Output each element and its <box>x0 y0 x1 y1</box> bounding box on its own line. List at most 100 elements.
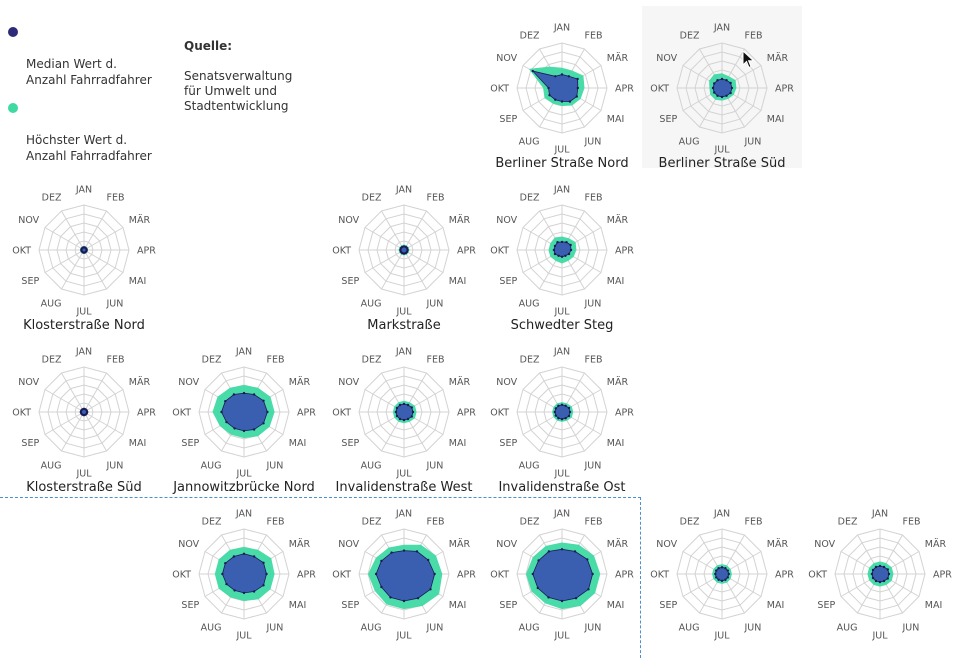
radar-axis-label: MÄR <box>925 539 947 550</box>
radar-spoke <box>83 411 107 452</box>
radar-axis-label: FEB <box>427 193 445 204</box>
radar-axis-label: FEB <box>745 517 763 528</box>
radar-axis-label: AUG <box>837 622 858 633</box>
radar-spoke <box>61 210 85 251</box>
radar-axis-label: APR <box>297 408 316 419</box>
median-point <box>886 577 889 580</box>
radar-axis-label: JAN <box>713 23 730 34</box>
radar-spoke <box>381 210 405 251</box>
radar-axis-label: AUG <box>361 622 382 633</box>
radar-axis-label: SEP <box>499 276 517 287</box>
radar-chart[interactable]: JAN FEB MÄR APR MAI JUN JUL AUG SEP OKT NOV DEZ Klos… <box>4 168 164 334</box>
radar-axis-label: MÄR <box>607 539 629 550</box>
radar-axis-label: OKT <box>12 246 31 257</box>
radar-axis-label: APR <box>457 570 476 581</box>
radar-chart-title: Invalidenstraße West <box>335 480 473 495</box>
median-point <box>882 565 886 569</box>
median-point <box>81 246 84 249</box>
radar-spoke <box>403 249 444 273</box>
median-point <box>224 400 227 403</box>
median-point <box>252 590 256 593</box>
radar-axis-label: MAI <box>767 114 785 125</box>
median-point <box>557 254 560 257</box>
median-point <box>887 572 891 576</box>
radar-chart[interactable]: JAN FEB MÄR APR MAI JUN JUL AUG SEP OKT NOV DEZ Jann… <box>164 330 324 496</box>
radar-spoke <box>364 227 405 251</box>
median-point <box>224 562 227 565</box>
median-point <box>389 596 392 599</box>
radar-chart[interactable]: JAN FEB MÄR APR MAI JUN JUL AUG SEP OKT NOV DEZ <box>800 492 960 654</box>
radar-axis-label: SEP <box>499 438 517 449</box>
radar-axis-label: FEB <box>585 517 603 528</box>
radar-chart[interactable]: JAN FEB MÄR APR MAI JUN JUL AUG SEP OKT NOV DEZ Inva… <box>324 330 484 496</box>
median-point <box>266 410 269 414</box>
radar-axis-label: AUG <box>519 136 540 147</box>
median-point <box>232 555 236 558</box>
median-point <box>221 572 224 576</box>
radar-chart-title: Markstraße <box>367 318 441 333</box>
radar-axis-label: MAI <box>607 438 625 449</box>
radar-axis-label: APR <box>615 408 634 419</box>
radar-chart[interactable]: JAN FEB MÄR APR MAI JUN JUL AUG SEP OKT NOV DEZ Berl… <box>482 6 642 172</box>
radar-chart-title: Berliner Straße Süd <box>658 156 786 171</box>
median-point <box>564 254 567 257</box>
median-point <box>568 100 572 103</box>
radar-axis-label: JAN <box>553 509 570 520</box>
radar-chart[interactable]: JAN FEB MÄR APR MAI JUN JUL AUG SEP OKT NOV DEZ <box>164 492 324 654</box>
median-point <box>586 558 589 561</box>
median-point <box>547 550 551 553</box>
median-point <box>405 247 409 250</box>
radar-axis-label: APR <box>137 408 156 419</box>
median-point <box>262 422 265 425</box>
median-point <box>560 599 564 603</box>
radar-axis-label: DEZ <box>520 193 540 204</box>
radar-axis-label: OKT <box>172 570 191 581</box>
radar-axis-label: AUG <box>519 460 540 471</box>
radar-axis-label: FEB <box>585 31 603 42</box>
radar-chart[interactable]: JAN FEB MÄR APR MAI JUN JUL AUG SEP OKT NOV DEZ Klos… <box>4 330 164 496</box>
radar-axis-label: FEB <box>107 355 125 366</box>
median-point <box>390 551 393 554</box>
median-point <box>252 555 256 558</box>
radar-axis-label: MAI <box>449 276 467 287</box>
median-point <box>720 579 724 582</box>
radar-axis-label: SEP <box>181 600 199 611</box>
radar-chart-title: Berliner Straße Nord <box>495 156 629 171</box>
median-point <box>564 404 567 407</box>
median-point <box>233 589 236 592</box>
median-point <box>569 243 572 247</box>
median-point <box>410 406 413 409</box>
median-point <box>568 410 572 414</box>
radar-axis-label: JAN <box>553 23 570 34</box>
median-point <box>573 550 577 553</box>
radar-chart[interactable]: JAN FEB MÄR APR MAI JUN JUL AUG SEP OKT NOV DEZ Inva… <box>482 330 642 496</box>
radar-spoke <box>61 411 85 452</box>
radar-axis-label: DEZ <box>42 193 62 204</box>
median-point <box>882 579 886 583</box>
median-point <box>552 248 556 252</box>
legend-median-label: Median Wert d. Anzahl Fahrradfahrer <box>26 57 152 87</box>
radar-spoke <box>403 249 427 290</box>
median-point <box>713 91 716 94</box>
median-point <box>587 588 590 591</box>
radar-chart[interactable]: JAN FEB MÄR APR MAI JUN JUL AUG SEP OKT NOV DEZ Berl… <box>642 6 802 171</box>
radar-axis-label: NOV <box>814 539 835 550</box>
radar-axis-label: DEZ <box>202 517 222 528</box>
median-point <box>531 69 534 73</box>
radar-chart[interactable]: JAN FEB MÄR APR MAI JUN JUL AUG SEP OKT NOV DEZ Schw… <box>482 168 642 334</box>
radar-chart[interactable]: JAN FEB MÄR APR MAI JUN JUL AUG SEP OKT NOV DEZ <box>482 492 642 654</box>
median-point <box>401 245 404 249</box>
radar-axis-label: JUN <box>744 136 762 147</box>
radar-axis-label: DEZ <box>202 355 222 366</box>
median-point <box>380 585 383 589</box>
median-point <box>878 564 882 568</box>
radar-axis-label: FEB <box>745 31 763 42</box>
radar-chart[interactable]: JAN FEB MÄR APR MAI JUN JUL AUG SEP OKT NOV DEZ <box>642 492 802 654</box>
radar-axis-label: JAN <box>553 347 570 358</box>
radar-axis-label: MAI <box>129 438 147 449</box>
radar-chart-title: Schwedter Steg <box>510 318 614 333</box>
radar-chart[interactable]: JAN FEB MÄR APR MAI JUN JUL AUG SEP OKT NOV DEZ <box>324 492 484 654</box>
radar-chart[interactable]: JAN FEB MÄR APR MAI JUN JUL AUG SEP OKT NOV DEZ Mark… <box>324 168 484 334</box>
